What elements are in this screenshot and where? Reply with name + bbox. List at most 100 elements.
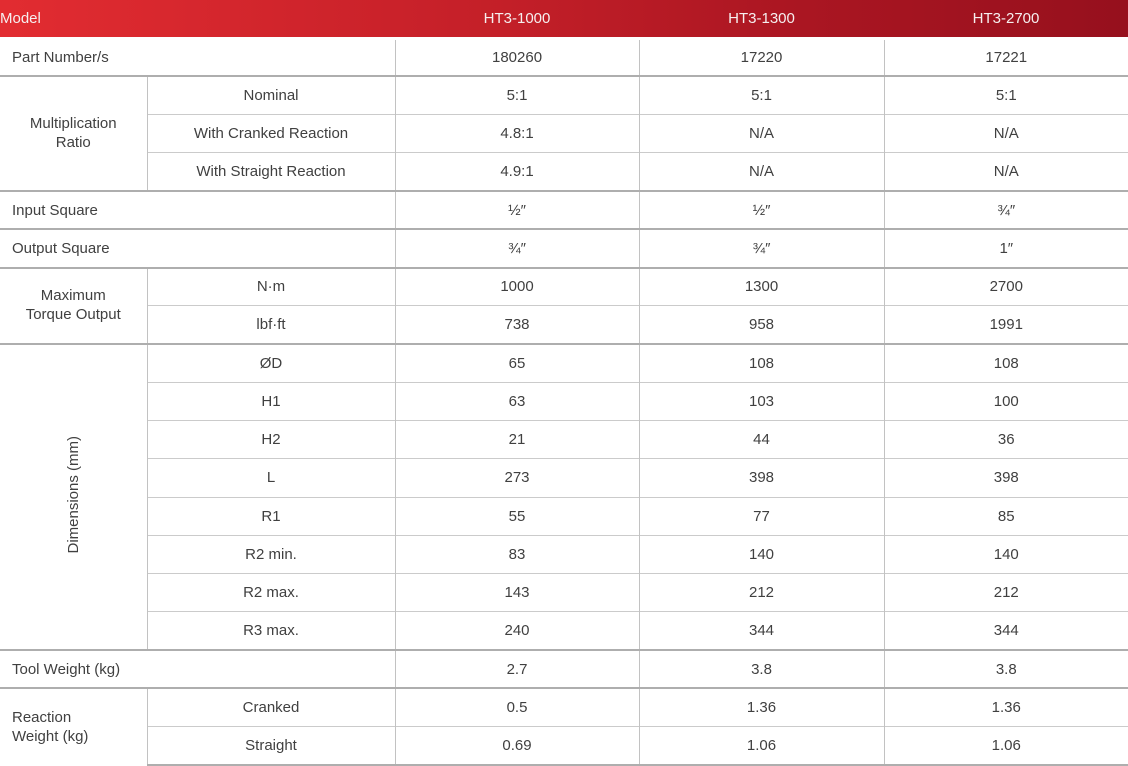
dimension-h2-value: 36 [883, 419, 1128, 459]
dimension-l-value: 398 [638, 458, 885, 497]
row-sublabel-h2: H2 [146, 419, 396, 459]
reaction-weight-straight-value: 1.06 [883, 726, 1128, 766]
row-sublabel-nominal: Nominal [146, 75, 396, 115]
row-part-number: Part Number/s 180260 17220 17221 [0, 36, 1128, 77]
row-sublabel-nm: N·m [146, 266, 396, 306]
dimension-r3-max-value: 344 [638, 611, 885, 650]
row-label-maximum-torque-output: Maximum Torque Output [0, 266, 147, 344]
row-label-input-square: Input Square [0, 189, 396, 230]
part-number-value: 17221 [883, 36, 1128, 77]
dimension-r2-max-value: 143 [394, 572, 640, 612]
row-dimension-r1: R1 55 77 85 [0, 496, 1128, 536]
row-reaction-weight-cranked: Reaction Weight (kg) Cranked 0.5 1.36 1.… [0, 687, 1128, 765]
row-dimension-l: L 273 398 398 [0, 458, 1128, 497]
ratio-straight-value: N/A [638, 152, 885, 191]
row-dimension-h1: H1 63 103 100 [0, 381, 1128, 421]
header-column-ht3-1000: HT3-1000 [395, 0, 640, 40]
dimensions-label-text: Dimensions (mm) [64, 436, 82, 554]
ratio-cranked-value: 4.8:1 [394, 113, 640, 153]
row-sublabel-od: ØD [146, 342, 396, 383]
ratio-nominal-value: 5:1 [638, 75, 885, 115]
tool-weight-value: 3.8 [883, 648, 1128, 689]
row-dimension-h2: H2 21 44 36 [0, 419, 1128, 459]
row-sublabel-with-cranked-reaction: With Cranked Reaction [146, 113, 396, 153]
dimension-r2-max-value: 212 [638, 572, 885, 612]
header-column-ht3-2700: HT3-2700 [884, 0, 1128, 40]
dimension-h2-value: 44 [638, 419, 885, 459]
header-row: Model HT3-1000 HT3-1300 HT3-2700 [0, 0, 1128, 40]
row-input-square: Input Square ½″ ½″ ¾″ [0, 189, 1128, 230]
dimension-od-value: 108 [638, 342, 885, 383]
dimension-h2-value: 21 [394, 419, 640, 459]
row-multiplication-ratio-straight: With Straight Reaction 4.9:1 N/A N/A [0, 152, 1128, 191]
row-output-square: Output Square ¾″ ¾″ 1″ [0, 228, 1128, 268]
row-max-torque-lbfft: lbf·ft 738 958 1991 [0, 305, 1128, 344]
row-sublabel-cranked: Cranked [146, 687, 396, 727]
torque-nm-value: 1300 [638, 266, 885, 306]
dimension-r1-value: 55 [394, 496, 640, 536]
dimension-h1-value: 63 [394, 381, 640, 421]
torque-lbfft-value: 738 [394, 305, 640, 344]
input-square-value: ½″ [638, 189, 885, 230]
row-sublabel-r3-max: R3 max. [146, 611, 396, 650]
dimension-l-value: 273 [394, 458, 640, 497]
row-multiplication-ratio-cranked: With Cranked Reaction 4.8:1 N/A N/A [0, 113, 1128, 153]
row-sublabel-h1: H1 [146, 381, 396, 421]
ratio-straight-value: 4.9:1 [394, 152, 640, 191]
row-label-part-number: Part Number/s [0, 36, 396, 77]
row-label-reaction-weight: Reaction Weight (kg) [0, 687, 147, 765]
output-square-value: 1″ [883, 228, 1128, 268]
torque-lbfft-value: 1991 [883, 305, 1128, 344]
row-sublabel-r1: R1 [146, 496, 396, 536]
row-sublabel-with-straight-reaction: With Straight Reaction [146, 152, 396, 191]
dimension-h1-value: 100 [883, 381, 1128, 421]
row-label-output-square: Output Square [0, 228, 396, 268]
reaction-weight-cranked-value: 0.5 [394, 687, 640, 727]
ratio-cranked-value: N/A [883, 113, 1128, 153]
reaction-weight-straight-value: 0.69 [394, 726, 640, 766]
row-label-multiplication-ratio: Multiplication Ratio [0, 75, 147, 191]
dimension-r1-value: 77 [638, 496, 885, 536]
part-number-value: 180260 [394, 36, 640, 77]
row-dimension-r2-max: R2 max. 143 212 212 [0, 572, 1128, 612]
reaction-weight-cranked-value: 1.36 [883, 687, 1128, 727]
tool-weight-value: 3.8 [638, 648, 885, 689]
row-label-dimensions-mm: Dimensions (mm) [0, 343, 147, 650]
row-sublabel-l: L [146, 458, 396, 497]
reaction-weight-straight-value: 1.06 [638, 726, 885, 766]
dimension-r2-min-value: 83 [394, 534, 640, 574]
torque-lbfft-value: 958 [638, 305, 885, 344]
input-square-value: ½″ [394, 189, 640, 230]
torque-nm-value: 2700 [883, 266, 1128, 306]
dimension-r3-max-value: 240 [394, 611, 640, 650]
row-reaction-weight-straight: Straight 0.69 1.06 1.06 [0, 726, 1128, 766]
header-column-ht3-1300: HT3-1300 [639, 0, 885, 40]
dimension-r2-min-value: 140 [638, 534, 885, 574]
dimension-od-value: 108 [883, 342, 1128, 383]
dimension-h1-value: 103 [638, 381, 885, 421]
row-dimension-r3-max: R3 max. 240 344 344 [0, 611, 1128, 650]
multiplication-ratio-label-text: Multiplication Ratio [29, 114, 117, 151]
row-dimension-r2-min: R2 min. 83 140 140 [0, 534, 1128, 574]
tool-weight-value: 2.7 [394, 648, 640, 689]
row-sublabel-straight: Straight [146, 726, 396, 766]
row-label-tool-weight: Tool Weight (kg) [0, 648, 396, 689]
part-number-value: 17220 [638, 36, 885, 77]
row-tool-weight: Tool Weight (kg) 2.7 3.8 3.8 [0, 648, 1128, 689]
dimension-r3-max-value: 344 [883, 611, 1128, 650]
row-sublabel-r2-max: R2 max. [146, 572, 396, 612]
row-sublabel-lbfft: lbf·ft [146, 305, 396, 344]
ratio-nominal-value: 5:1 [883, 75, 1128, 115]
header-model-label: Model [0, 0, 396, 40]
ratio-straight-value: N/A [883, 152, 1128, 191]
dimension-l-value: 398 [883, 458, 1128, 497]
torque-nm-value: 1000 [394, 266, 640, 306]
reaction-weight-cranked-value: 1.36 [638, 687, 885, 727]
output-square-value: ¾″ [638, 228, 885, 268]
reaction-weight-label-text: Reaction Weight (kg) [12, 708, 89, 746]
output-square-value: ¾″ [394, 228, 640, 268]
dimension-r2-min-value: 140 [883, 534, 1128, 574]
row-sublabel-r2-min: R2 min. [146, 534, 396, 574]
